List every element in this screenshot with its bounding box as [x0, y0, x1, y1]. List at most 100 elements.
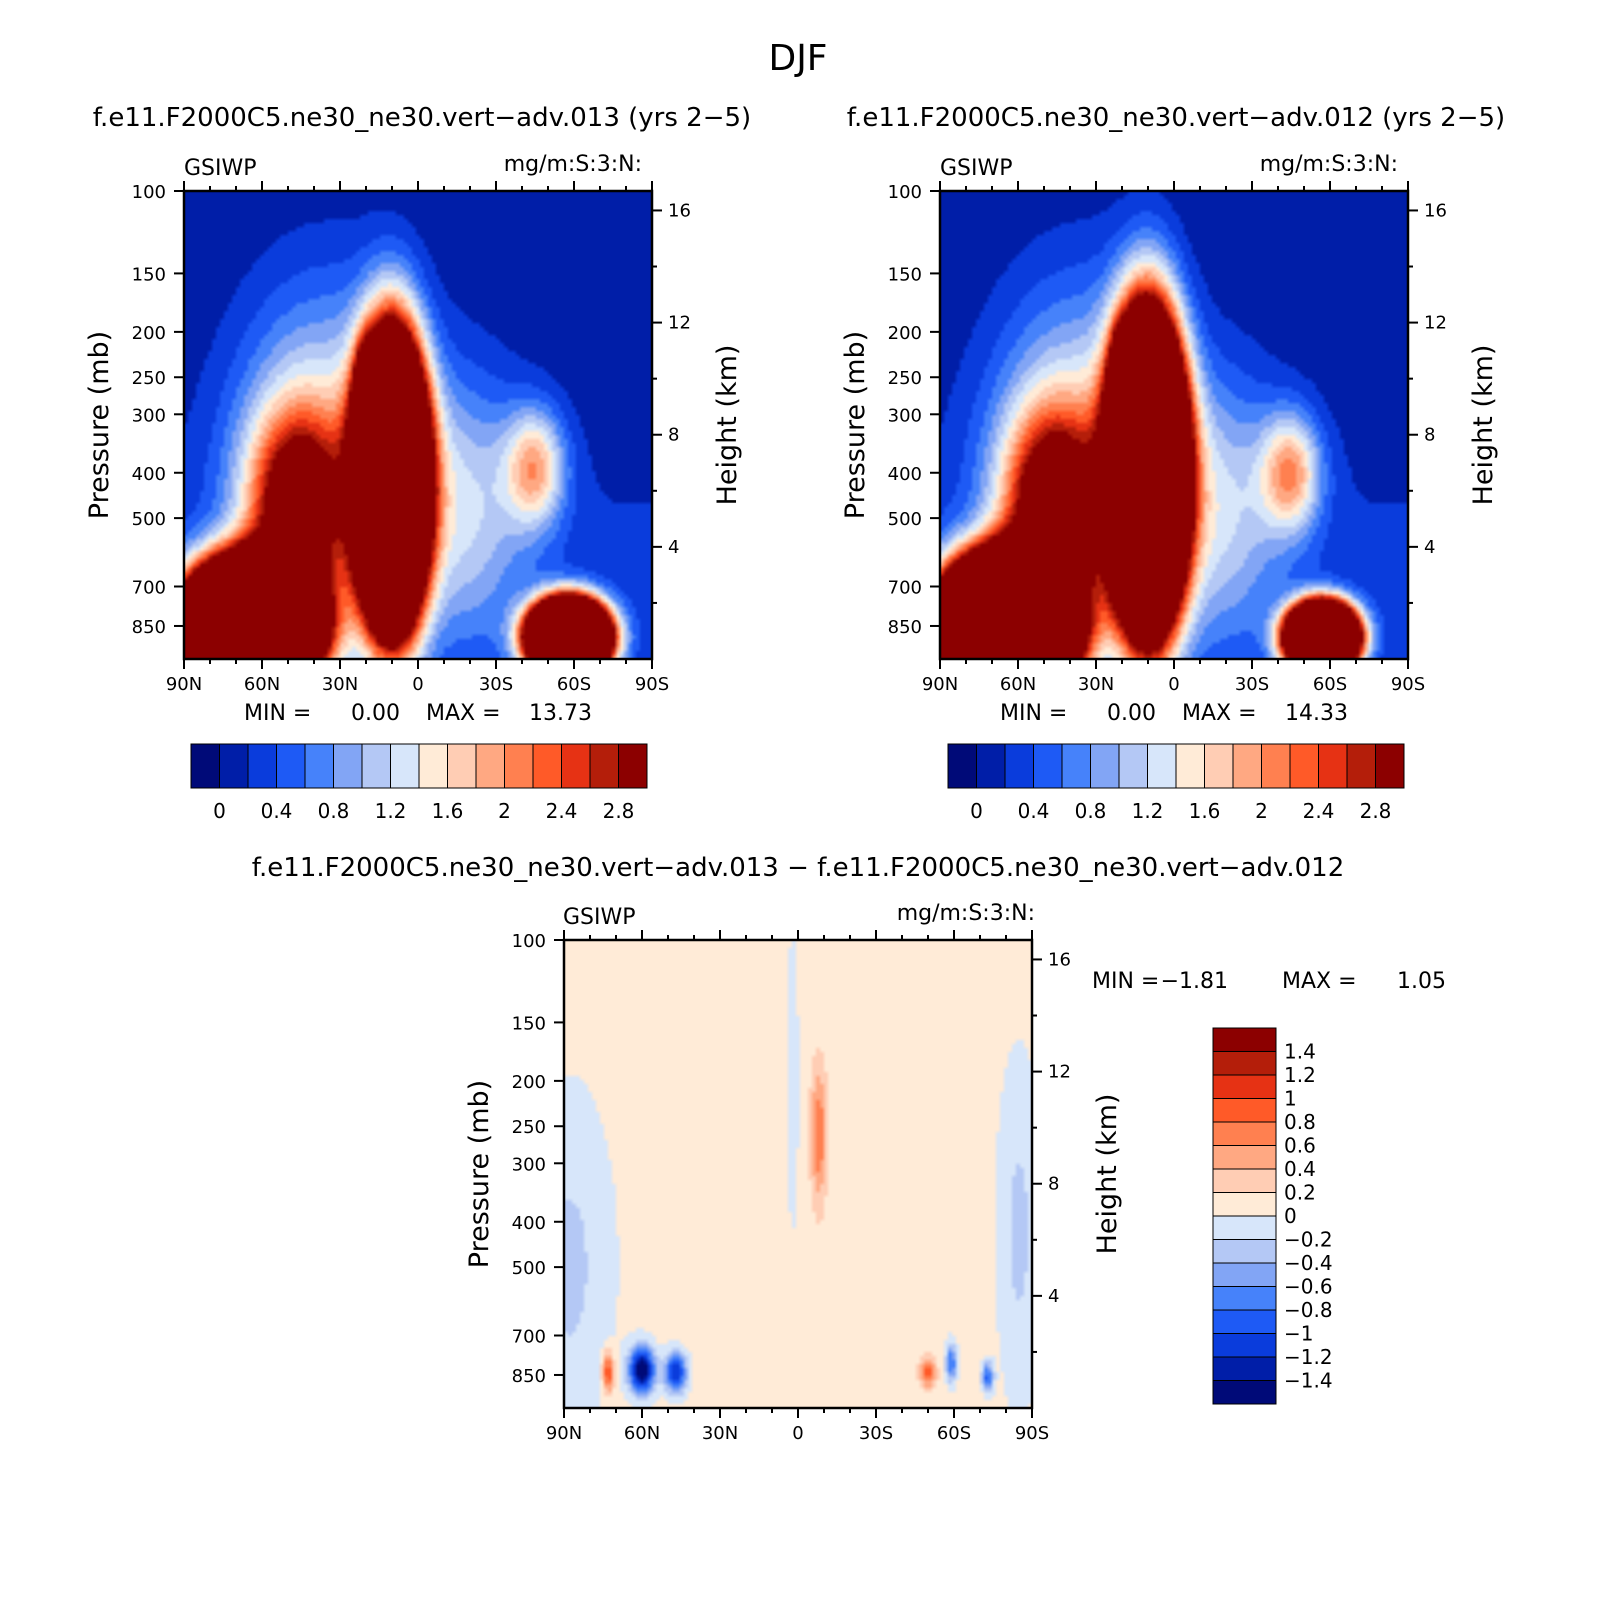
panel-difference: f.e11.F2000C5.ne30_ne30.vert−adv.013 − f…: [252, 853, 1446, 1444]
panel-model-012: f.e11.F2000C5.ne30_ne30.vert−adv.012 (yr…: [840, 103, 1505, 823]
y-tick-label: 500: [888, 509, 922, 530]
min-value: 0.00: [351, 701, 400, 726]
x-tick-label: 90S: [635, 674, 669, 695]
x-tick-label: 60N: [244, 674, 280, 695]
colorbar-box: [1212, 1051, 1277, 1076]
colorbar-label: 0: [1284, 1204, 1297, 1228]
colorbar-label: −1: [1284, 1322, 1313, 1346]
panel-title: f.e11.F2000C5.ne30_ne30.vert−adv.013 − f…: [252, 853, 1344, 883]
colorbar-box: [1212, 1309, 1277, 1334]
colorbar-label: −0.6: [1284, 1275, 1333, 1299]
x-tick-label: 60S: [1313, 674, 1347, 695]
colorbar-label: 0.4: [1284, 1157, 1316, 1181]
colorbar-box: [561, 743, 591, 789]
colorbar-box: [1212, 1098, 1277, 1123]
colorbar: 0 0.4 0.8 1.2 1.6 2 2.4 2.8: [947, 743, 1405, 823]
colorbar-box: [276, 743, 306, 789]
y-tick-label: 200: [512, 1072, 546, 1093]
y2-tick-label: 12: [1048, 1062, 1071, 1083]
colorbar-box: [1212, 1262, 1277, 1287]
y-tick-label: 300: [888, 405, 922, 426]
y2-axis-label: Height (km): [712, 345, 743, 506]
y-axis-label: Pressure (mb): [840, 331, 871, 519]
y-tick-label: 700: [132, 578, 166, 599]
colorbar-box: [447, 743, 477, 789]
y2-tick-label: 4: [668, 537, 679, 558]
x-tick-label: 90S: [1015, 1423, 1049, 1444]
y-tick-label: 250: [132, 368, 166, 389]
colorbar-box: [1212, 1027, 1277, 1052]
colorbar-box: [333, 743, 363, 789]
colorbar-box: [219, 743, 249, 789]
axis-ticks: 90N 60N 30N 0 30S 60S 90S 100 150 200 250 300 400 500…: [888, 181, 1447, 695]
y2-tick-label: 4: [1048, 1286, 1059, 1307]
x-tick-label: 0: [1168, 674, 1179, 695]
colorbar-label: 0.2: [1284, 1181, 1316, 1205]
x-tick-label: 60N: [1000, 674, 1036, 695]
y-tick-label: 200: [132, 323, 166, 344]
colorbar-label: −0.8: [1284, 1298, 1333, 1322]
colorbar-box: [1212, 1074, 1277, 1099]
y-tick-label: 200: [888, 323, 922, 344]
colorbar-label: 2: [1255, 799, 1268, 823]
y-tick-label: 100: [512, 931, 546, 952]
colorbar-label: 2.8: [1360, 799, 1392, 823]
panel-title: f.e11.F2000C5.ne30_ne30.vert−adv.013 (yr…: [93, 103, 751, 133]
colorbar-label: 0.6: [1284, 1134, 1316, 1158]
variable-label: GSIWP: [940, 156, 1013, 181]
colorbar-label: 0: [970, 799, 983, 823]
y-tick-label: 300: [132, 405, 166, 426]
colorbar-box: [1118, 743, 1148, 789]
colorbar-label: 2.8: [603, 799, 635, 823]
colorbar-label: 0.8: [1075, 799, 1107, 823]
colorbar-label: −1.4: [1284, 1369, 1333, 1393]
colorbar-box: [947, 743, 977, 789]
colorbar-box: [1033, 743, 1063, 789]
x-tick-label: 30S: [479, 674, 513, 695]
units-label: mg/m:S:3:N:: [504, 152, 642, 177]
colorbar-box: [1212, 1192, 1277, 1217]
y-tick-label: 150: [888, 264, 922, 285]
panel-title: f.e11.F2000C5.ne30_ne30.vert−adv.012 (yr…: [847, 103, 1505, 133]
max-value: 14.33: [1285, 701, 1348, 726]
colorbar-label: 1: [1284, 1087, 1297, 1111]
colorbar-box: [1204, 743, 1234, 789]
colorbar-box: [1212, 1333, 1277, 1358]
x-tick-label: 30S: [1235, 674, 1269, 695]
y2-tick-label: 16: [668, 200, 691, 221]
y-tick-label: 300: [512, 1154, 546, 1175]
x-tick-label: 30N: [1078, 674, 1114, 695]
x-tick-label: 90S: [1391, 674, 1425, 695]
max-label: MAX =: [1182, 701, 1257, 726]
panel-model-013: f.e11.F2000C5.ne30_ne30.vert−adv.013 (yr…: [84, 103, 751, 823]
colorbar-label: 1.4: [1284, 1040, 1316, 1064]
variable-label: GSIWP: [563, 905, 636, 930]
colorbar-box: [1212, 1215, 1277, 1240]
colorbar-label: −0.2: [1284, 1228, 1333, 1252]
contour-field: [184, 191, 652, 659]
y2-tick-label: 12: [668, 313, 691, 334]
colorbar-label: 0: [213, 799, 226, 823]
max-value: 1.05: [1397, 969, 1446, 994]
units-label: mg/m:S:3:N:: [897, 901, 1035, 926]
y2-tick-label: 16: [1424, 200, 1447, 221]
contour-field: [564, 940, 1032, 1408]
colorbar-label: 2.4: [546, 799, 578, 823]
colorbar-box: [1212, 1239, 1277, 1264]
colorbar-label: 1.2: [1132, 799, 1164, 823]
x-tick-label: 60S: [937, 1423, 971, 1444]
colorbar-label: 1.6: [432, 799, 464, 823]
colorbar-box: [1212, 1121, 1277, 1146]
x-tick-label: 60S: [557, 674, 591, 695]
y-tick-label: 400: [888, 464, 922, 485]
max-label: MAX =: [426, 701, 501, 726]
colorbar-box: [1004, 743, 1034, 789]
x-tick-label: 60N: [624, 1423, 660, 1444]
colorbar-box: [532, 743, 562, 789]
colorbar-box: [1346, 743, 1376, 789]
colorbar-box: [618, 743, 648, 789]
x-tick-label: 30N: [702, 1423, 738, 1444]
y-tick-label: 850: [888, 617, 922, 638]
min-label: MIN =: [1092, 969, 1159, 994]
y2-tick-label: 12: [1424, 313, 1447, 334]
